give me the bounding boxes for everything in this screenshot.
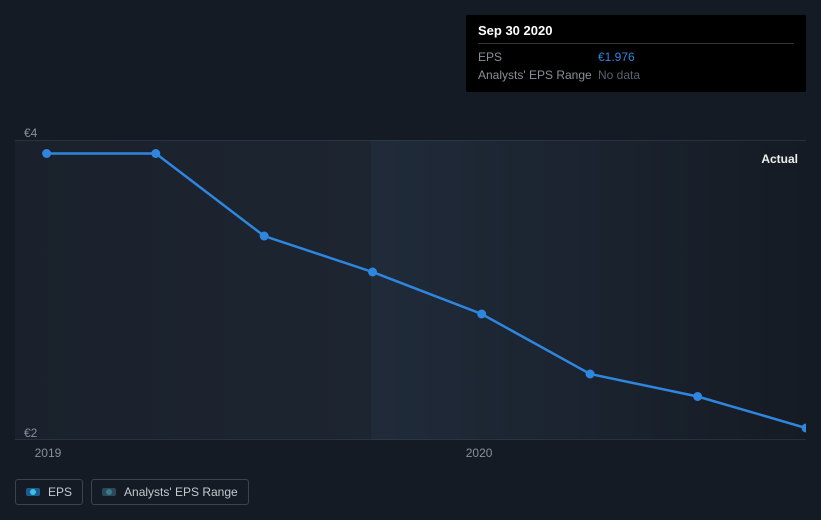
legend-label: EPS (48, 485, 72, 499)
chart-legend: EPS Analysts' EPS Range (15, 479, 249, 505)
tooltip-row: EPS €1.976 (478, 48, 794, 66)
tooltip-label: EPS (478, 50, 598, 64)
tooltip-value: No data (598, 68, 640, 82)
legend-item-eps[interactable]: EPS (15, 479, 83, 505)
x-axis-tick-label: 2019 (35, 446, 62, 460)
legend-item-analysts-range[interactable]: Analysts' EPS Range (91, 479, 249, 505)
tooltip-label: Analysts' EPS Range (478, 68, 598, 82)
x-axis-tick-label: 2020 (466, 446, 493, 460)
actual-region-label: Actual (761, 152, 798, 166)
y-axis-tick-label: €4 (24, 126, 37, 140)
chart-tooltip: Sep 30 2020 EPS €1.976 Analysts' EPS Ran… (466, 15, 806, 92)
tooltip-value: €1.976 (598, 50, 635, 64)
legend-swatch-icon (102, 488, 116, 496)
tooltip-row: Analysts' EPS Range No data (478, 66, 794, 84)
tooltip-title: Sep 30 2020 (478, 23, 794, 44)
y-axis-tick-label: €2 (24, 426, 37, 440)
chart-svg (15, 140, 806, 440)
eps-chart[interactable]: Actual €4€2 20192020 (15, 140, 806, 440)
legend-swatch-icon (26, 488, 40, 496)
legend-label: Analysts' EPS Range (124, 485, 238, 499)
